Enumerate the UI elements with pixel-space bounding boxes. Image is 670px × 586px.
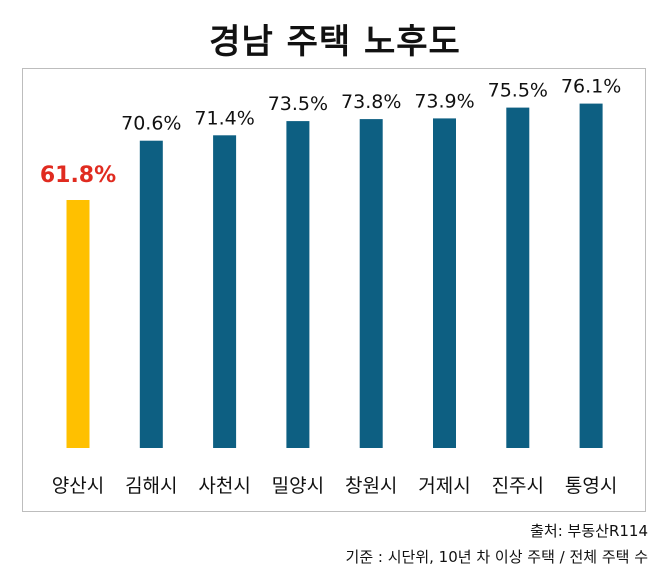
category-label-진주시: 진주시 [492,475,544,497]
bar-거제시 [433,118,456,449]
bar-통영시 [579,103,603,448]
category-label-밀양시: 밀양시 [272,475,324,497]
category-label-거제시: 거제시 [418,475,470,497]
value-label-김해시: 70.6% [121,113,181,135]
plot-area [22,68,646,512]
bar-창원시 [359,119,383,448]
value-label-통영시: 76.1% [561,76,621,98]
bar-김해시 [139,140,163,448]
bar-양산시 [66,200,90,448]
category-label-창원시: 창원시 [345,475,397,497]
chart-title: 경남 주택 노후도 [209,22,461,62]
bar-사천시 [213,135,237,449]
category-label-양산시: 양산시 [52,475,104,497]
bar-밀양시 [286,121,310,448]
criteria-note: 기준 : 시단위, 10년 차 이상 주택 / 전체 주택 수 [345,548,648,566]
source-note: 출처: 부동산R114 [530,522,648,540]
category-label-사천시: 사천시 [198,475,250,497]
value-label-거제시: 73.9% [414,90,474,112]
category-label-김해시: 김해시 [125,475,177,497]
value-label-양산시: 61.8% [40,163,116,188]
value-label-진주시: 75.5% [488,80,548,102]
value-label-사천시: 71.4% [194,107,254,129]
bar-진주시 [506,107,530,448]
category-label-통영시: 통영시 [565,475,617,497]
value-label-창원시: 73.8% [341,91,401,113]
value-label-밀양시: 73.5% [268,93,328,115]
